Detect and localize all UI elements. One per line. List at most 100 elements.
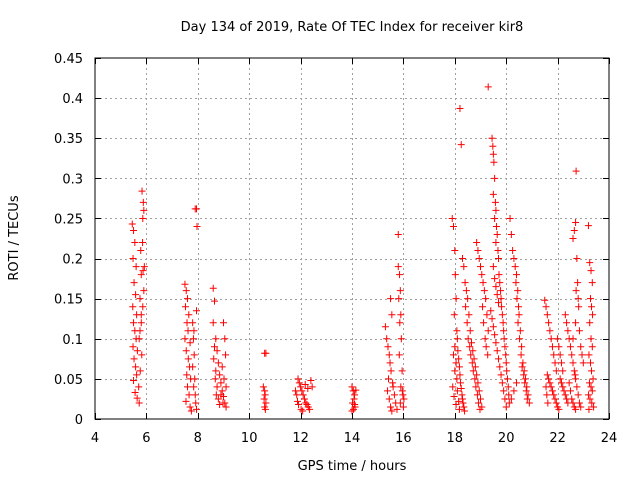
data-point	[504, 383, 512, 391]
data-point	[210, 355, 218, 363]
data-point	[522, 387, 530, 395]
data-point	[133, 394, 141, 402]
data-point	[453, 335, 461, 343]
data-point	[564, 327, 572, 335]
data-point	[130, 226, 138, 234]
data-point	[488, 315, 496, 323]
data-point	[184, 355, 192, 363]
data-point	[586, 395, 594, 403]
data-point	[570, 226, 578, 234]
data-point	[131, 389, 139, 397]
data-point	[541, 296, 549, 304]
data-point	[521, 375, 529, 383]
data-point	[471, 375, 479, 383]
data-point	[572, 287, 580, 295]
data-point	[139, 267, 147, 275]
data-point	[554, 335, 562, 343]
data-point	[294, 397, 302, 405]
data-point	[479, 279, 487, 287]
data-point	[470, 355, 478, 363]
data-point	[520, 371, 528, 379]
data-point	[211, 375, 219, 383]
data-point	[586, 295, 594, 303]
data-point	[139, 239, 147, 247]
data-point	[502, 359, 510, 367]
data-point	[396, 287, 404, 295]
data-point	[503, 367, 511, 375]
data-point	[497, 295, 505, 303]
data-point	[467, 351, 475, 359]
data-point	[590, 403, 598, 411]
data-point	[222, 403, 230, 411]
data-point	[469, 347, 477, 355]
data-point	[542, 383, 550, 391]
data-point	[136, 295, 144, 303]
data-point	[397, 311, 405, 319]
data-point	[569, 335, 577, 343]
x-tick-label: 4	[91, 431, 99, 446]
data-point	[395, 295, 403, 303]
data-point	[456, 379, 464, 387]
x-tick-label: 20	[498, 431, 515, 446]
data-point	[497, 287, 505, 295]
data-point	[397, 335, 405, 343]
tick-labels: 4 6 8 10 12 14 16 18 20 22 24 0 0.05 0.1 0.15 0.2 0.25 0.…	[54, 52, 617, 446]
data-point	[472, 383, 480, 391]
data-point	[400, 395, 408, 403]
data-point	[474, 379, 482, 387]
data-point	[129, 303, 137, 311]
data-point	[552, 367, 560, 375]
data-point	[212, 367, 220, 375]
data-point	[293, 391, 301, 399]
data-point	[477, 395, 484, 403]
data-point	[556, 375, 564, 383]
data-point	[492, 222, 500, 230]
data-point	[499, 319, 507, 327]
data-point	[450, 311, 458, 319]
data-point	[489, 323, 497, 331]
y-tick-label: 0.05	[54, 373, 83, 388]
data-point	[491, 275, 499, 283]
data-point	[297, 405, 305, 413]
data-point	[586, 359, 594, 367]
data-point	[584, 222, 592, 230]
data-point	[458, 391, 466, 399]
data-point	[389, 383, 397, 391]
data-point	[587, 267, 595, 275]
data-point	[474, 399, 482, 407]
data-point	[492, 339, 500, 347]
data-point	[291, 387, 299, 395]
data-point	[463, 319, 471, 327]
data-point	[191, 375, 199, 383]
data-point	[298, 387, 306, 395]
data-point	[193, 307, 201, 315]
data-point	[489, 150, 497, 158]
data-point	[500, 387, 508, 395]
data-point	[572, 167, 580, 175]
data-point	[139, 214, 147, 222]
data-point	[351, 401, 359, 409]
data-point	[555, 343, 563, 351]
data-point	[299, 407, 307, 415]
data-point	[492, 283, 500, 291]
data-point	[455, 405, 463, 413]
data-point	[557, 379, 565, 387]
y-tick-label: 0.3	[62, 172, 83, 187]
data-point	[191, 391, 199, 399]
data-point	[492, 206, 500, 214]
data-point	[295, 401, 303, 409]
data-point	[193, 222, 201, 230]
data-point	[489, 263, 497, 271]
data-point	[494, 299, 502, 307]
data-point	[490, 158, 498, 166]
data-point	[571, 371, 579, 379]
data-point	[455, 355, 463, 363]
data-point	[502, 403, 510, 411]
data-point	[184, 383, 192, 391]
data-point	[543, 311, 551, 319]
data-point	[545, 375, 553, 383]
grid-lines	[95, 58, 609, 419]
data-point	[259, 383, 267, 391]
data-point	[394, 230, 402, 238]
data-point	[585, 405, 593, 413]
